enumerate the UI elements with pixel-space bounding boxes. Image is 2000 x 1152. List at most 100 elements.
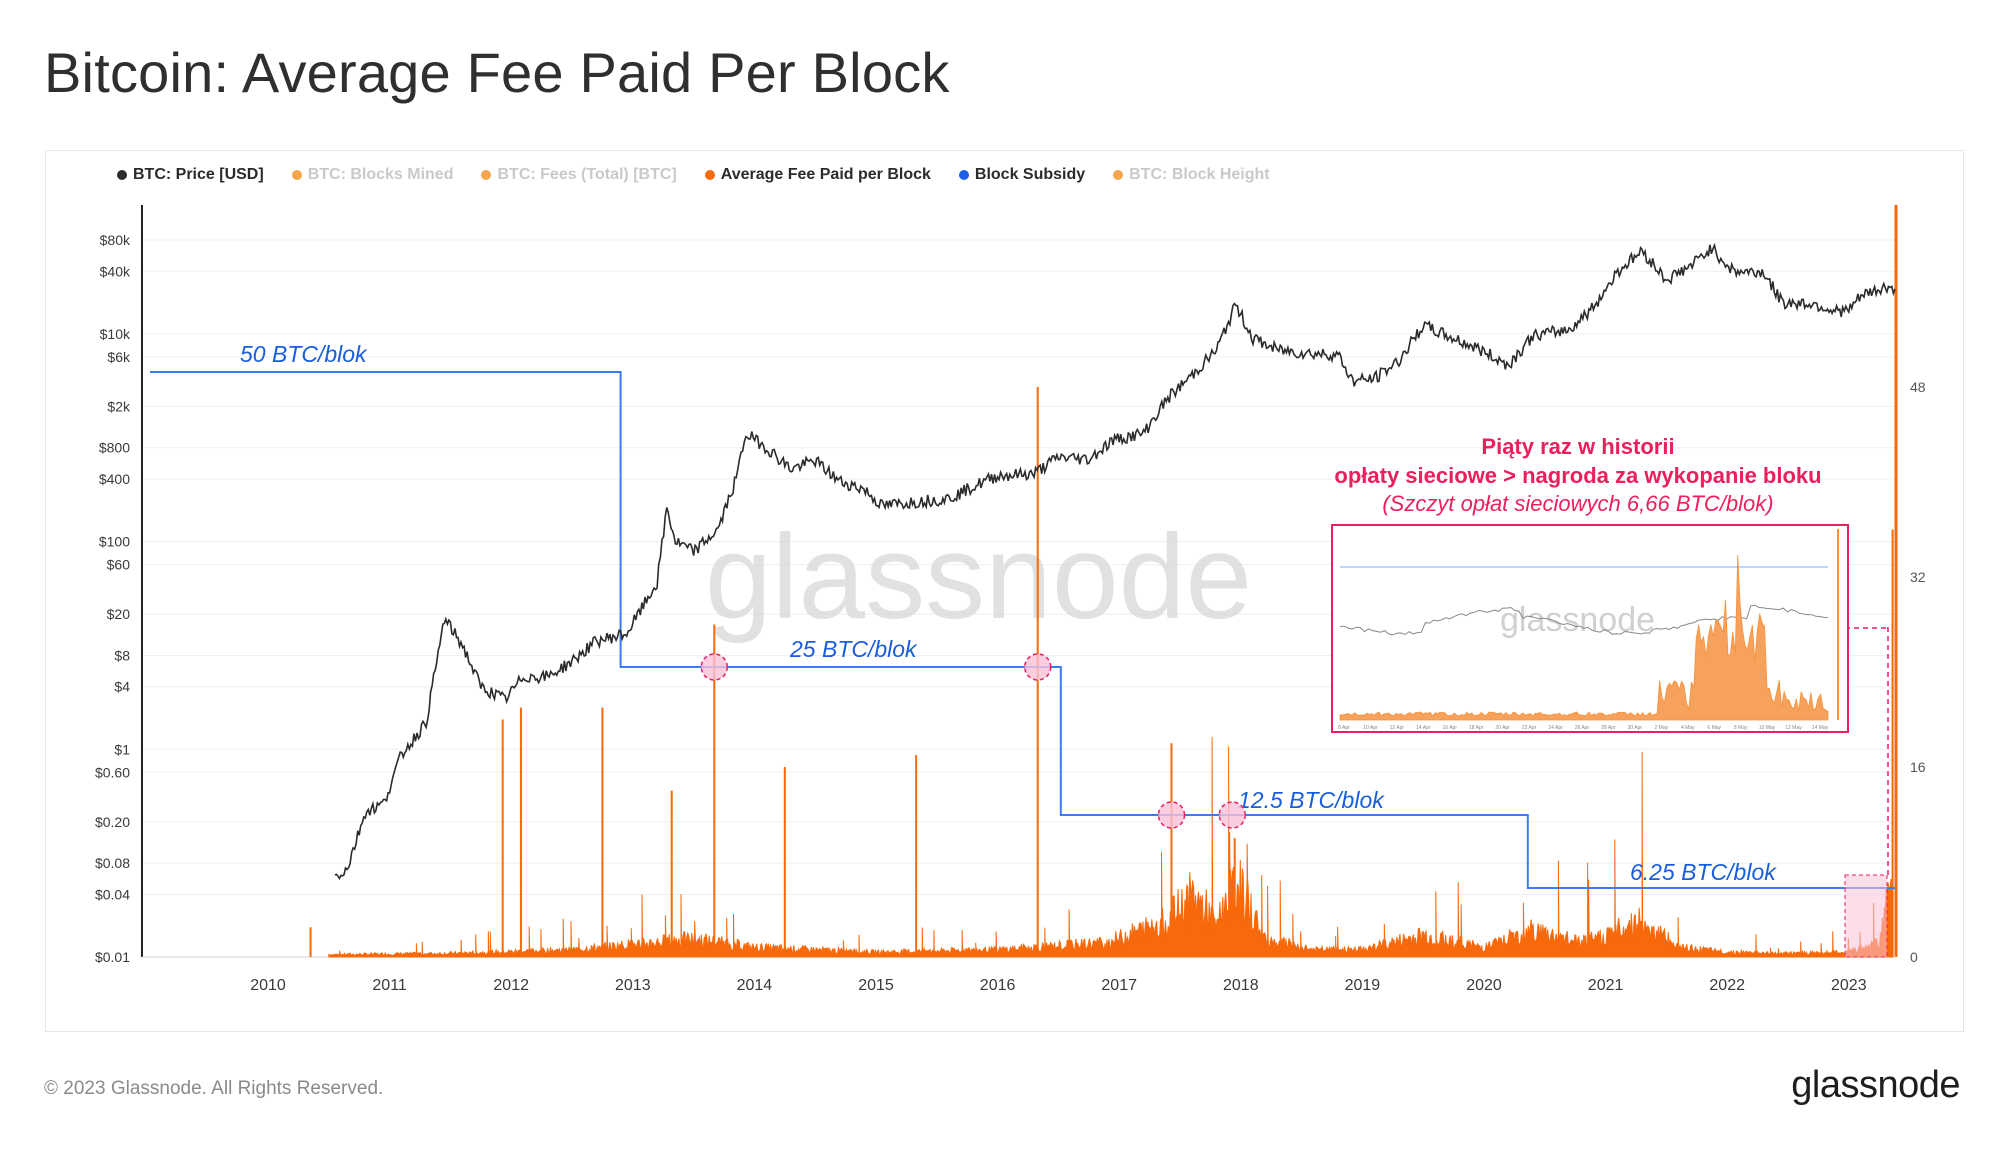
y-left-tick-label: $60 <box>107 557 131 573</box>
subsidy-label: 50 BTC/blok <box>240 341 368 367</box>
chart-frame <box>45 150 1964 1032</box>
legend-label: BTC: Price [USD] <box>133 166 264 183</box>
subsidy-line <box>150 371 1895 889</box>
y-left-tick-label: $400 <box>99 471 130 487</box>
inset-chart: glassnode 8 Apr 10 Apr 12 Apr 14 Apr 16 Apr 18… <box>1331 524 1849 733</box>
subsidy-series: 50 BTC/blok 25 BTC/blok 12.5 BTC/blok 6.25 … <box>150 341 1895 889</box>
inset-x-tick: 6 May <box>1707 725 1721 731</box>
x-tick-label: 2014 <box>737 977 773 994</box>
y-left-tick-label: $0.01 <box>95 949 130 965</box>
x-tick-label: 2015 <box>858 977 894 994</box>
inset-fee-area <box>1339 554 1829 721</box>
crossover-marker <box>1218 801 1247 829</box>
x-tick-label: 2020 <box>1466 977 1502 994</box>
crossover-markers <box>700 627 1889 958</box>
inset-x-tick: 12 Apr <box>1390 725 1405 731</box>
legend-dot <box>117 170 127 180</box>
inset-x-tick: 2 May <box>1655 725 1669 731</box>
annotation-line-2: opłaty sieciowe > nagroda za wykopanie b… <box>1334 463 1821 488</box>
inset-x-tick: 26 Apr <box>1575 725 1590 731</box>
subsidy-label: 6.25 BTC/blok <box>1630 859 1777 885</box>
inset-x-tick: 18 Apr <box>1469 725 1484 731</box>
page-title: Bitcoin: Average Fee Paid Per Block <box>44 41 950 104</box>
x-axis: 2010 2011 2012 2013 2014 2015 2016 2017 2018 2019… <box>142 956 1896 994</box>
crossover-marker <box>1023 653 1052 681</box>
inset-x-tick: 4 May <box>1681 725 1695 731</box>
legend-label: Block Subsidy <box>974 166 1086 183</box>
inset-x-tick: 28 Apr <box>1601 725 1616 731</box>
inset-x-tick: 14 Apr <box>1416 725 1431 731</box>
x-tick-label: 2013 <box>615 977 651 994</box>
inset-x-tick: 10 Apr <box>1363 725 1378 731</box>
y-right-tick-label: 0 <box>1910 949 1918 965</box>
y-left-tick-label: $100 <box>99 534 130 550</box>
inset-x-tick: 10 May <box>1759 725 1776 731</box>
x-tick-label: 2023 <box>1831 977 1867 994</box>
price-line <box>334 242 1896 880</box>
watermark: glassnode <box>705 510 1252 644</box>
x-tick-label: 2012 <box>493 977 529 994</box>
legend-item-0[interactable]: BTC: Price [USD] <box>117 166 264 184</box>
y-left-tick-label: $80k <box>100 232 131 248</box>
y-left-tick-label: $4 <box>114 679 130 695</box>
chart-legend: BTC: Price [USD] BTC: Blocks Mined BTC: Fe… <box>117 166 1270 184</box>
inset-x-tick: 24 Apr <box>1548 725 1563 731</box>
inset-x-tick: 12 May <box>1785 725 1802 731</box>
highlight-region <box>1844 874 1888 958</box>
footer-brand-logo[interactable]: glassnode <box>1791 1064 1960 1106</box>
x-tick-label: 2017 <box>1101 977 1137 994</box>
legend-dot <box>1113 170 1124 180</box>
callout-connector <box>1887 627 1889 875</box>
crossover-marker <box>1157 801 1186 829</box>
y-left-tick-label: $1 <box>114 741 130 757</box>
subsidy-label: 25 BTC/blok <box>789 636 918 662</box>
inset-x-tick: 16 Apr <box>1443 725 1458 731</box>
y-left-tick-label: $6k <box>107 349 131 365</box>
legend-item-1[interactable]: BTC: Blocks Mined <box>291 166 454 184</box>
inset-price-line <box>1339 604 1829 636</box>
x-tick-label: 2022 <box>1709 977 1745 994</box>
y-left-tick-label: $2k <box>107 398 131 414</box>
inset-x-tick: 22 Apr <box>1522 725 1537 731</box>
legend-item-2[interactable]: BTC: Fees (Total) [BTC] <box>481 166 677 184</box>
legend-label: BTC: Blocks Mined <box>307 166 454 183</box>
x-tick-label: 2011 <box>372 977 407 994</box>
y-left-tick-label: $0.60 <box>95 764 130 780</box>
y-axis-left: $80k $40k $10k $6k $2k $800 $400 $100 $60 $20 $8 $4… <box>95 205 143 965</box>
subsidy-label: 12.5 BTC/blok <box>1238 787 1385 813</box>
inset-x-tick: 14 May <box>1812 725 1829 731</box>
legend-dot <box>481 170 492 180</box>
y-left-tick-label: $0.20 <box>95 814 130 830</box>
y-left-tick-label: $20 <box>107 606 131 622</box>
y-left-tick-label: $0.04 <box>95 886 130 902</box>
x-tick-label: 2019 <box>1345 977 1381 994</box>
legend-dot <box>704 170 715 180</box>
price-series <box>334 242 1896 880</box>
y-axis-right: 48 32 16 0 <box>1894 205 1926 965</box>
legend-label: BTC: Block Height <box>1129 166 1270 183</box>
y-left-tick-label: $40k <box>100 263 131 279</box>
x-tick-label: 2021 <box>1588 977 1624 994</box>
legend-dot <box>291 170 302 180</box>
inset-watermark: glassnode <box>1500 601 1655 639</box>
legend-label: BTC: Fees (Total) [BTC] <box>497 166 677 183</box>
y-left-tick-label: $10k <box>100 326 131 342</box>
y-left-tick-label: $800 <box>99 440 130 456</box>
inset-x-tick: 8 Apr <box>1338 725 1350 731</box>
legend-dot <box>958 170 969 180</box>
x-tick-label: 2018 <box>1223 977 1259 994</box>
inset-x-tick: 8 May <box>1734 725 1748 731</box>
crossover-marker <box>700 653 729 681</box>
footer-copyright: © 2023 Glassnode. All Rights Reserved. <box>44 1078 384 1099</box>
inset-x-tick: 20 Apr <box>1495 725 1510 731</box>
x-tick-label: 2010 <box>250 977 286 994</box>
legend-label: Average Fee Paid per Block <box>720 166 931 183</box>
y-right-tick-label: 48 <box>1910 379 1926 395</box>
annotation-line-3: (Szczyt opłat sieciowych 6,66 BTC/blok) <box>1382 491 1773 516</box>
legend-item-5[interactable]: BTC: Block Height <box>1113 166 1270 184</box>
y-right-tick-label: 16 <box>1910 759 1926 775</box>
legend-item-4[interactable]: Block Subsidy <box>958 166 1086 184</box>
legend-item-3[interactable]: Average Fee Paid per Block <box>704 166 931 184</box>
y-left-tick-label: $0.08 <box>95 855 130 871</box>
